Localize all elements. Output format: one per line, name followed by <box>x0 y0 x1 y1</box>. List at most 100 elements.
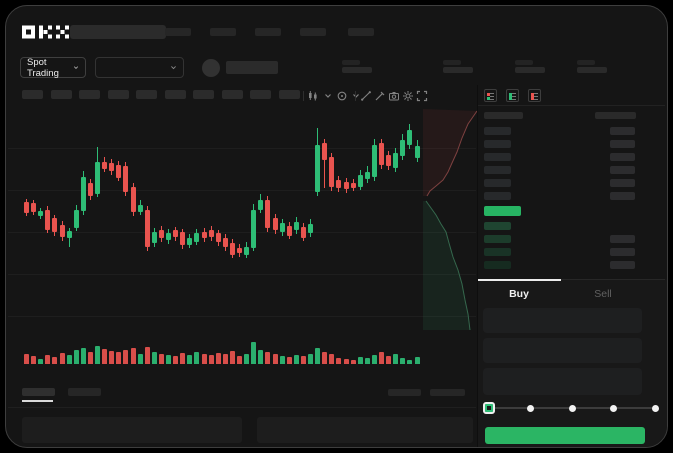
candlestick-chart[interactable] <box>6 6 477 447</box>
volume-bar <box>222 354 228 364</box>
volume-bar <box>201 354 207 364</box>
candle-body <box>286 226 292 236</box>
ask-price-bar[interactable] <box>484 153 511 161</box>
price-input[interactable] <box>483 308 642 333</box>
candle-body <box>166 233 171 240</box>
volume-bar <box>379 352 384 364</box>
ask-price-bar[interactable] <box>484 127 511 135</box>
last-price-bar[interactable] <box>484 206 521 216</box>
fullscreen-icon[interactable] <box>416 90 428 102</box>
orders-panel-placeholder <box>22 417 242 443</box>
bid-price-bar[interactable] <box>484 235 511 243</box>
orderbook-both-icon[interactable] <box>484 89 497 102</box>
slider-stop[interactable] <box>651 404 659 412</box>
ask-price-bar[interactable] <box>484 166 511 174</box>
candle-body <box>24 202 29 213</box>
volume-bar <box>31 356 37 364</box>
volume-bar <box>244 354 250 364</box>
slider-stop[interactable] <box>610 404 617 412</box>
nav-item-placeholder[interactable] <box>255 28 281 36</box>
market-type-dropdown[interactable]: Spot Trading <box>20 57 86 79</box>
volume-bar <box>187 355 193 364</box>
candle-type-icon[interactable] <box>307 90 319 102</box>
candle-body <box>343 182 349 189</box>
ask-price-bar[interactable] <box>484 179 511 187</box>
amount-input[interactable] <box>483 338 642 363</box>
candle-body <box>66 231 72 238</box>
tab-buy-indicator <box>478 279 561 281</box>
bid-price-bar[interactable] <box>484 261 511 269</box>
slider-stop[interactable] <box>527 404 534 412</box>
orderbook-asks-icon[interactable] <box>528 89 541 102</box>
ask-price-bar[interactable] <box>484 192 511 200</box>
nav-item-placeholder[interactable] <box>210 28 236 36</box>
total-input[interactable] <box>483 368 642 395</box>
price-placeholder <box>226 61 278 74</box>
candle-body <box>194 233 200 242</box>
camera-icon[interactable] <box>388 90 400 102</box>
candle-body <box>258 200 264 210</box>
nav-item-placeholder[interactable] <box>348 28 374 36</box>
bottom-tab-open-orders[interactable] <box>22 388 55 396</box>
timeframe-button[interactable] <box>164 90 186 99</box>
timeframe-button[interactable] <box>278 90 300 99</box>
timeframe-button[interactable] <box>193 90 214 99</box>
timeframe-button[interactable] <box>107 90 129 99</box>
chevron-down-icon[interactable] <box>350 90 362 102</box>
candle-body <box>393 153 399 168</box>
bid-price-bar[interactable] <box>484 222 511 230</box>
volume-bar <box>80 348 86 364</box>
orderbook-col-price <box>484 112 523 119</box>
buy-submit-button[interactable] <box>485 427 645 444</box>
tab-sell[interactable]: Sell <box>594 288 612 300</box>
trendline-icon[interactable] <box>360 90 372 102</box>
candle-body <box>187 238 193 245</box>
volume-bar <box>52 357 58 364</box>
timeframe-button[interactable] <box>50 90 72 99</box>
candle-body <box>215 233 221 242</box>
timeframe-button[interactable] <box>22 90 43 99</box>
app-window: Spot Trading Buy Sell <box>5 5 668 448</box>
candle-body <box>350 183 356 188</box>
timeframe-button[interactable] <box>79 90 100 99</box>
depth-overlay <box>423 109 477 331</box>
okx-logo[interactable] <box>22 25 69 39</box>
candle-body <box>308 224 313 233</box>
coin-avatar[interactable] <box>202 59 220 77</box>
draw-icon[interactable] <box>374 90 386 102</box>
bid-size-bar <box>610 261 635 269</box>
ask-size-bar <box>610 127 635 135</box>
candle-body <box>315 145 321 192</box>
ticker-stat-value <box>515 67 545 73</box>
pair-selector[interactable] <box>70 25 166 39</box>
candle-body <box>38 211 44 216</box>
candle-body <box>414 146 420 158</box>
bid-price-bar[interactable] <box>484 248 511 256</box>
timeframe-button[interactable] <box>136 90 157 99</box>
candle-body <box>31 203 37 212</box>
bottom-action-2[interactable] <box>430 389 465 396</box>
volume-bar <box>24 354 29 364</box>
bottom-tab-history[interactable] <box>68 388 101 396</box>
timeframe-button[interactable] <box>221 90 243 99</box>
indicators-icon[interactable] <box>336 90 348 102</box>
bottom-divider <box>8 407 476 408</box>
nav-item-placeholder[interactable] <box>300 28 326 36</box>
candle-body <box>95 162 100 194</box>
settings-icon[interactable] <box>402 90 414 102</box>
ask-price-bar[interactable] <box>484 140 511 148</box>
nav-item-placeholder[interactable] <box>165 28 191 36</box>
timeframe-button[interactable] <box>250 90 271 99</box>
volume-bar <box>102 349 108 364</box>
slider-stop[interactable] <box>568 404 576 412</box>
ask-size-bar <box>610 192 635 200</box>
chevron-down-icon[interactable] <box>322 90 334 102</box>
orderbook-bids-icon[interactable] <box>506 89 519 102</box>
candle-body <box>87 183 93 196</box>
pair-dropdown[interactable] <box>95 57 184 78</box>
bottom-action-1[interactable] <box>388 389 421 396</box>
candle-body <box>386 155 392 166</box>
tab-buy[interactable]: Buy <box>509 288 529 300</box>
slider-handle[interactable] <box>483 402 495 414</box>
volume-bar <box>251 342 257 364</box>
